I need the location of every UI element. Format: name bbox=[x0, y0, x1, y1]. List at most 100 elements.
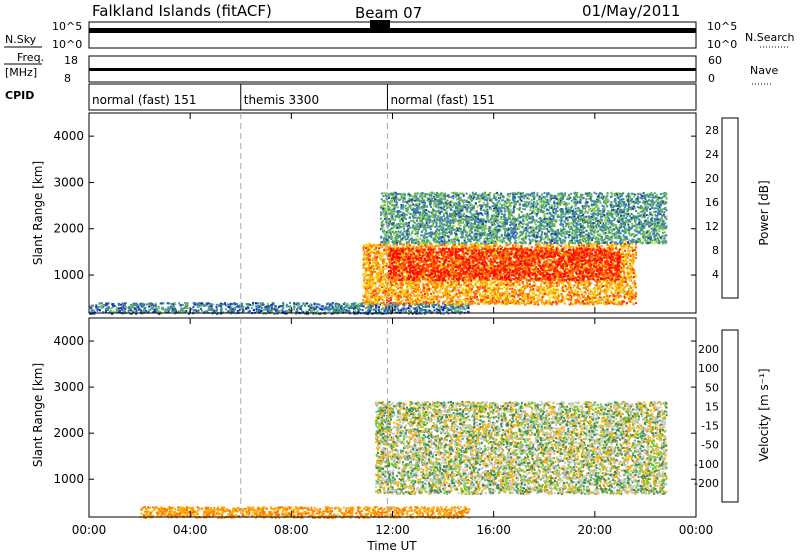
power-cell bbox=[603, 285, 606, 287]
power-cell bbox=[307, 312, 310, 315]
power-cell bbox=[538, 279, 541, 282]
power-cell bbox=[375, 299, 378, 302]
power-cell bbox=[482, 278, 485, 280]
power-cell bbox=[380, 269, 383, 272]
power-cell bbox=[510, 295, 513, 298]
power-cell bbox=[411, 303, 414, 306]
power-cell bbox=[134, 303, 137, 305]
power-cell bbox=[451, 304, 454, 307]
power-cell bbox=[470, 266, 473, 269]
power-cell bbox=[566, 276, 568, 279]
power-cell bbox=[105, 302, 108, 305]
power-cell bbox=[409, 299, 412, 302]
power-cell bbox=[537, 276, 540, 279]
power-cell bbox=[379, 255, 382, 258]
power-cell bbox=[611, 287, 614, 290]
power-cell bbox=[430, 283, 433, 286]
power-cell bbox=[624, 257, 627, 260]
power-cell bbox=[629, 255, 632, 258]
power-cell bbox=[330, 304, 333, 306]
power-cell bbox=[332, 310, 335, 313]
power-cell bbox=[425, 279, 428, 282]
power-cell bbox=[489, 263, 492, 266]
power-cell bbox=[558, 267, 561, 270]
power-cell bbox=[549, 280, 552, 283]
power-cell bbox=[514, 290, 516, 293]
power-cell bbox=[572, 284, 575, 287]
power-cell bbox=[620, 253, 623, 255]
power-cell bbox=[613, 247, 616, 250]
power-cell bbox=[254, 302, 257, 305]
power-cell bbox=[261, 307, 264, 310]
power-cell bbox=[95, 304, 98, 307]
power-cell bbox=[523, 284, 526, 287]
power-cell bbox=[375, 274, 378, 277]
power-cell bbox=[365, 244, 368, 246]
power-cell bbox=[137, 306, 140, 308]
power-cell bbox=[547, 261, 550, 264]
power-cell bbox=[621, 302, 624, 305]
power-cell bbox=[368, 299, 371, 302]
power-cell bbox=[439, 310, 442, 313]
power-cell bbox=[546, 243, 549, 246]
power-cell bbox=[164, 308, 167, 311]
power-cell bbox=[375, 265, 377, 268]
power-cell bbox=[428, 289, 431, 292]
power-cell bbox=[483, 246, 486, 249]
power-cell bbox=[117, 307, 120, 310]
power-cell bbox=[620, 267, 623, 269]
power-cell bbox=[376, 267, 378, 270]
power-cell bbox=[429, 302, 432, 305]
power-cell bbox=[323, 308, 326, 311]
power-cell bbox=[554, 297, 556, 300]
power-cell bbox=[102, 306, 105, 309]
power-cell bbox=[518, 302, 521, 305]
power-cell bbox=[622, 269, 624, 272]
power-cell bbox=[520, 300, 523, 303]
power-cell bbox=[591, 267, 594, 270]
power-cell bbox=[356, 306, 359, 309]
power-cell bbox=[363, 278, 365, 281]
power-cell bbox=[394, 270, 397, 273]
power-cell bbox=[132, 310, 135, 313]
power-cell bbox=[367, 253, 370, 256]
power-cell bbox=[266, 302, 269, 305]
power-cell bbox=[601, 255, 604, 258]
power-cell bbox=[557, 300, 560, 303]
power-cell bbox=[371, 251, 374, 254]
power-cell bbox=[605, 301, 608, 304]
power-cell bbox=[535, 270, 538, 272]
power-cell bbox=[145, 310, 148, 313]
power-cell bbox=[408, 293, 411, 296]
power-cell bbox=[369, 304, 371, 307]
power-cell bbox=[583, 245, 586, 248]
power-cell bbox=[275, 312, 278, 315]
power-cell bbox=[368, 281, 371, 284]
power-cell bbox=[502, 302, 505, 305]
power-cell bbox=[566, 298, 569, 300]
power-cell bbox=[463, 292, 466, 295]
power-cell bbox=[369, 277, 372, 280]
power-cell bbox=[363, 295, 366, 298]
power-cell bbox=[433, 246, 436, 249]
power-cell bbox=[588, 300, 591, 302]
power-cell bbox=[139, 302, 142, 305]
power-cell bbox=[297, 306, 300, 309]
power-cell bbox=[361, 305, 364, 308]
power-cell bbox=[499, 279, 502, 282]
power-cell bbox=[129, 309, 132, 312]
power-cell bbox=[396, 302, 399, 305]
power-cell bbox=[250, 306, 253, 309]
power-cell bbox=[573, 292, 575, 295]
power-cell bbox=[399, 302, 402, 305]
power-cell bbox=[521, 285, 524, 288]
power-cell bbox=[377, 299, 380, 302]
power-cell bbox=[248, 310, 251, 313]
power-cell bbox=[497, 261, 500, 264]
power-cell bbox=[425, 292, 428, 295]
power-cell bbox=[619, 273, 622, 276]
power-cell bbox=[481, 259, 483, 261]
power-cell bbox=[381, 262, 384, 265]
power-cell bbox=[134, 311, 137, 314]
power-cell bbox=[389, 278, 392, 281]
